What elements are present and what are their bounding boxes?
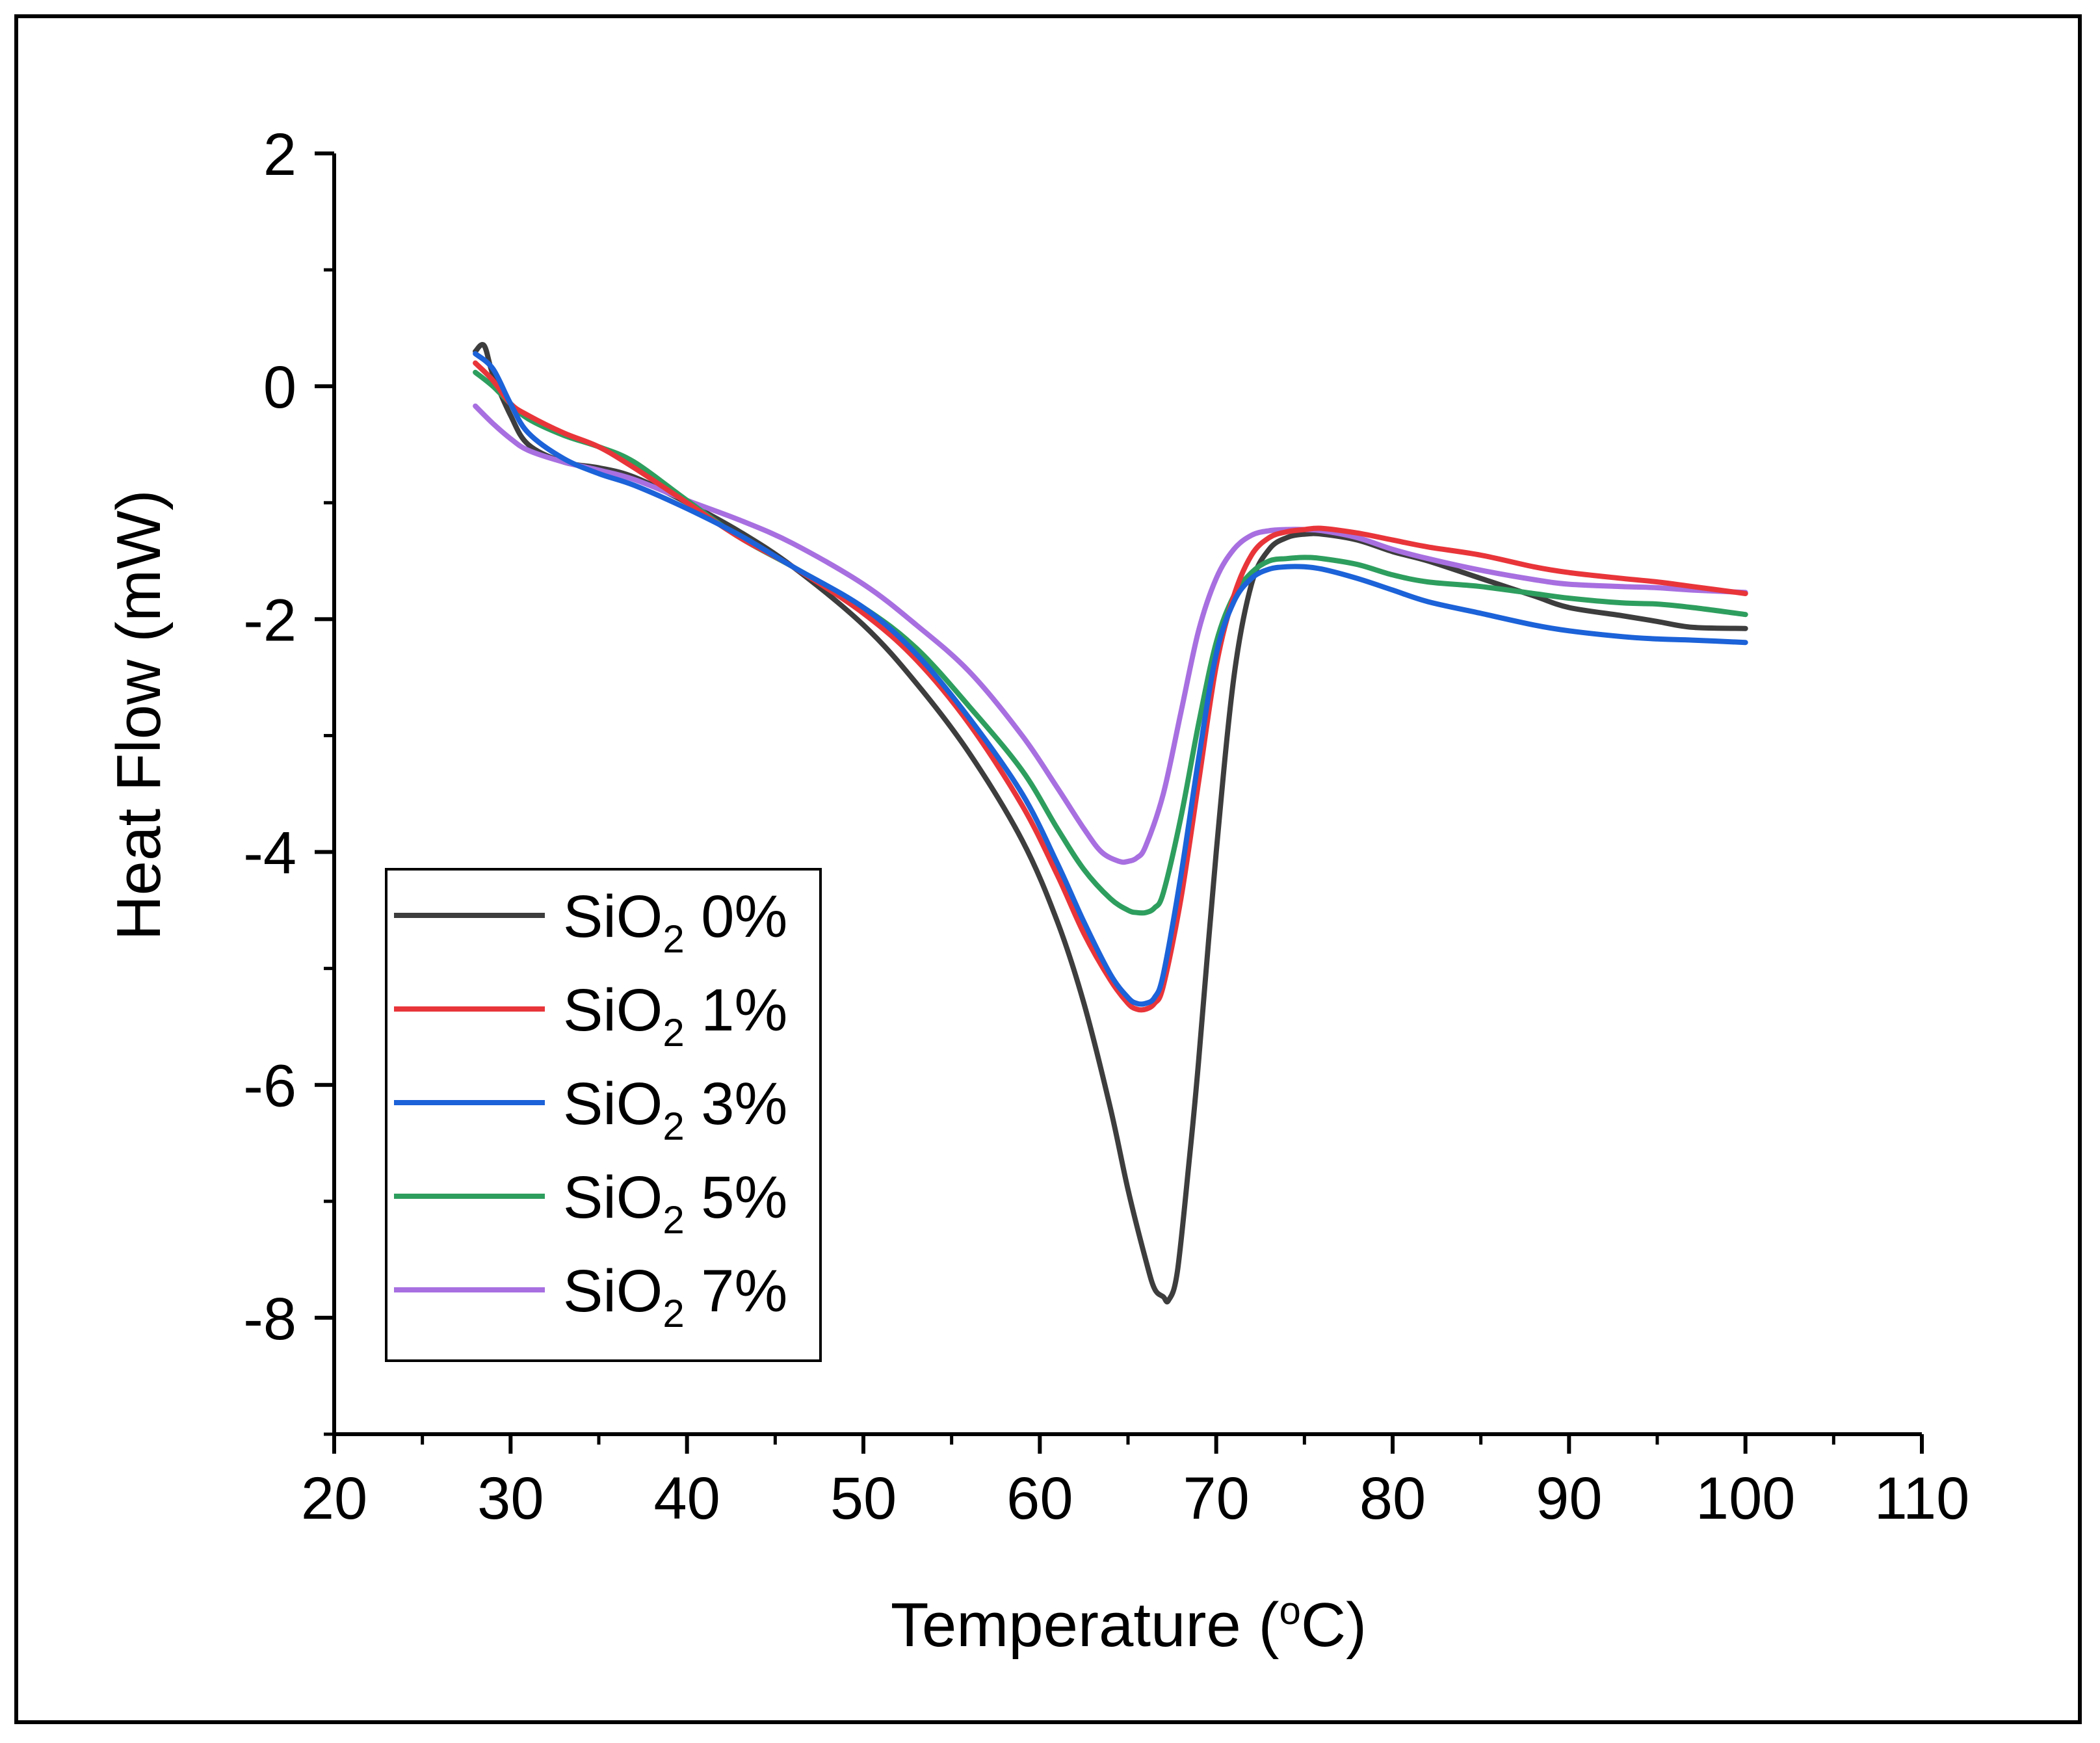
x-tick-label: 60	[1006, 1465, 1073, 1532]
y-axis-title: Heat Flow (mW)	[104, 490, 174, 940]
y-tick-label: -6	[243, 1053, 296, 1120]
x-tick-label: 100	[1696, 1465, 1796, 1532]
legend: SiO2 0% SiO2 1% SiO2 3% SiO2 5% SiO2 7%	[385, 868, 822, 1362]
x-tick-label: 110	[1874, 1465, 1970, 1532]
legend-box	[385, 868, 822, 1362]
legend-label: SiO2 0%	[563, 884, 787, 961]
x-tick-label: 50	[830, 1465, 897, 1532]
y-tick-label: 0	[263, 354, 296, 421]
y-tick-label: -8	[243, 1286, 296, 1352]
x-tick-label: 40	[653, 1465, 720, 1532]
series-line-7pct	[473, 403, 1748, 865]
x-axis-title: Temperature (oC)	[891, 1589, 1367, 1660]
x-tick-label: 80	[1359, 1465, 1426, 1532]
legend-label: SiO2 5%	[563, 1164, 787, 1242]
series-line-3pct	[473, 351, 1748, 1007]
series-line-5pct	[473, 369, 1748, 916]
legend-label: SiO2 3%	[563, 1071, 787, 1148]
figure-frame	[14, 14, 2082, 1724]
y-tick-label: -4	[243, 820, 296, 887]
y-tick-label: -2	[243, 587, 296, 653]
legend-label: SiO2 7%	[563, 1258, 787, 1335]
y-tick-label: 2	[263, 122, 296, 188]
series-layer	[473, 342, 1748, 1305]
x-tick-label: 70	[1183, 1465, 1249, 1532]
x-tick-label: 20	[301, 1465, 367, 1532]
x-tick-label: 90	[1536, 1465, 1602, 1532]
legend-label: SiO2 1%	[563, 977, 787, 1055]
x-tick-label: 30	[477, 1465, 544, 1532]
